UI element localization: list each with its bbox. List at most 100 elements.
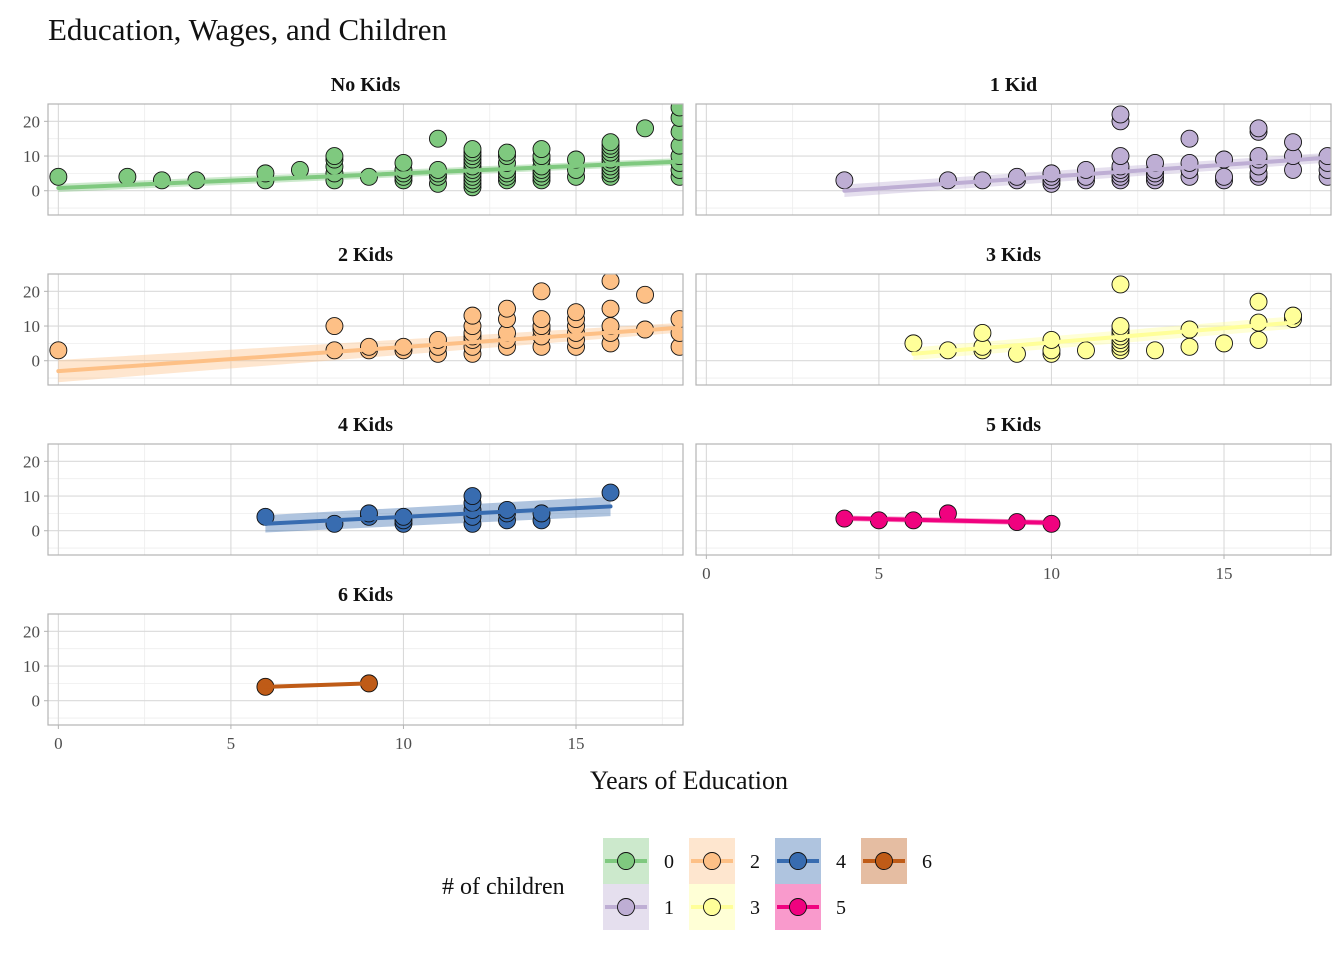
y-tick-label: 0: [32, 182, 41, 201]
fit-line: [56, 325, 682, 374]
data-point: [835, 171, 854, 190]
data-point: [1008, 344, 1026, 363]
panel-title: 5 Kids: [986, 414, 1041, 436]
legend-key-point: [875, 852, 893, 870]
y-tick-label: 0: [32, 352, 41, 371]
data-point: [1215, 334, 1233, 353]
x-tick-label: 10: [395, 734, 412, 753]
panel-4-kids: 4 Kids 0 10 20: [23, 414, 684, 556]
fit-line: [263, 681, 371, 689]
legend-key-point: [789, 898, 807, 916]
data-point: [1180, 129, 1199, 148]
data-point: [498, 143, 516, 162]
x-tick-label: 5: [227, 734, 236, 753]
data-point: [1249, 313, 1268, 332]
data-point: [1111, 317, 1130, 335]
panel-data: [49, 104, 683, 197]
legend-key-point: [789, 852, 807, 870]
y-tick-label: 0: [32, 692, 41, 711]
data-point: [1249, 119, 1268, 138]
data-point: [49, 341, 68, 360]
data-point: [49, 167, 68, 186]
panel-background: [48, 104, 683, 215]
panel-data: [256, 483, 620, 533]
data-point: [567, 150, 585, 169]
data-point: [636, 285, 654, 304]
data-point: [394, 154, 413, 172]
data-point: [532, 310, 551, 329]
data-point: [1180, 337, 1199, 356]
data-point: [938, 171, 957, 190]
fit-line: [911, 320, 1296, 356]
panel-2-kids: 2 Kids 0 10 20: [23, 244, 684, 386]
x-tick-label: 15: [568, 734, 585, 753]
x-tick-label: 10: [1043, 564, 1060, 583]
legend-label: 0: [664, 851, 674, 873]
panel-data: [904, 275, 1302, 363]
legend-key-point: [617, 898, 635, 916]
data-point: [601, 299, 620, 318]
data-point: [973, 324, 992, 342]
panel-title: 1 Kid: [990, 74, 1037, 96]
data-point: [152, 171, 171, 190]
data-point: [1111, 105, 1130, 124]
legend-key-point: [703, 898, 721, 916]
panel-border: [695, 273, 1332, 386]
data-point: [360, 337, 378, 356]
y-tick-label: 10: [23, 147, 40, 166]
panel-border: [695, 103, 1332, 216]
legend-label: 4: [836, 851, 846, 873]
panel-3-kids: 3 Kids: [695, 244, 1332, 386]
panel-data: [49, 274, 683, 383]
data-point: [463, 487, 482, 505]
panel-background: [48, 444, 683, 555]
data-point: [1042, 164, 1061, 183]
legend-label: 1: [664, 897, 674, 919]
data-point: [670, 104, 683, 117]
data-point: [429, 129, 447, 148]
chart-title: Education, Wages, and Children: [48, 12, 447, 47]
fit-line: [56, 159, 682, 190]
data-point: [1111, 147, 1130, 165]
x-tick-label: 0: [702, 564, 711, 583]
x-tick-label: 0: [54, 734, 63, 753]
legend-label: 6: [922, 851, 932, 873]
data-point: [601, 133, 620, 152]
data-point: [1284, 133, 1302, 152]
data-point: [325, 147, 344, 165]
legend-key-point: [703, 852, 721, 870]
panel-0-kids: No Kids 0 10 20: [23, 74, 684, 216]
legend-entry-0: 0: [603, 838, 674, 884]
data-point: [567, 303, 585, 322]
panel-border: [47, 103, 684, 216]
fit-line: [842, 516, 1054, 525]
data-point: [498, 299, 516, 318]
fit-line: [263, 504, 613, 526]
legend-entry-6: 6: [861, 838, 932, 884]
data-point: [601, 483, 620, 502]
data-point: [1111, 275, 1130, 294]
data-point: [1249, 330, 1268, 349]
legend-entry-2: 2: [689, 838, 760, 884]
panel-background: [696, 444, 1331, 555]
data-point: [325, 317, 344, 335]
legend-key-point: [617, 852, 635, 870]
data-point: [601, 274, 620, 290]
panel-border: [47, 443, 684, 556]
panel-title: No Kids: [331, 74, 401, 96]
data-point: [670, 310, 683, 329]
data-point: [1215, 167, 1233, 186]
data-point: [1249, 292, 1268, 311]
legend-entry-5: 5: [775, 884, 846, 930]
data-point: [1146, 341, 1164, 360]
y-tick-label: 20: [23, 452, 40, 471]
legend-label: 2: [750, 851, 760, 873]
legend-label: 5: [836, 897, 846, 919]
panel-border: [695, 443, 1332, 556]
panel-title: 2 Kids: [338, 244, 393, 266]
panel-6-kids: 6 Kids 0 10 20 0 5 10 15: [23, 584, 684, 753]
panel-background: [48, 614, 683, 725]
panel-title: 6 Kids: [338, 584, 393, 606]
panel-title: 3 Kids: [986, 244, 1041, 266]
